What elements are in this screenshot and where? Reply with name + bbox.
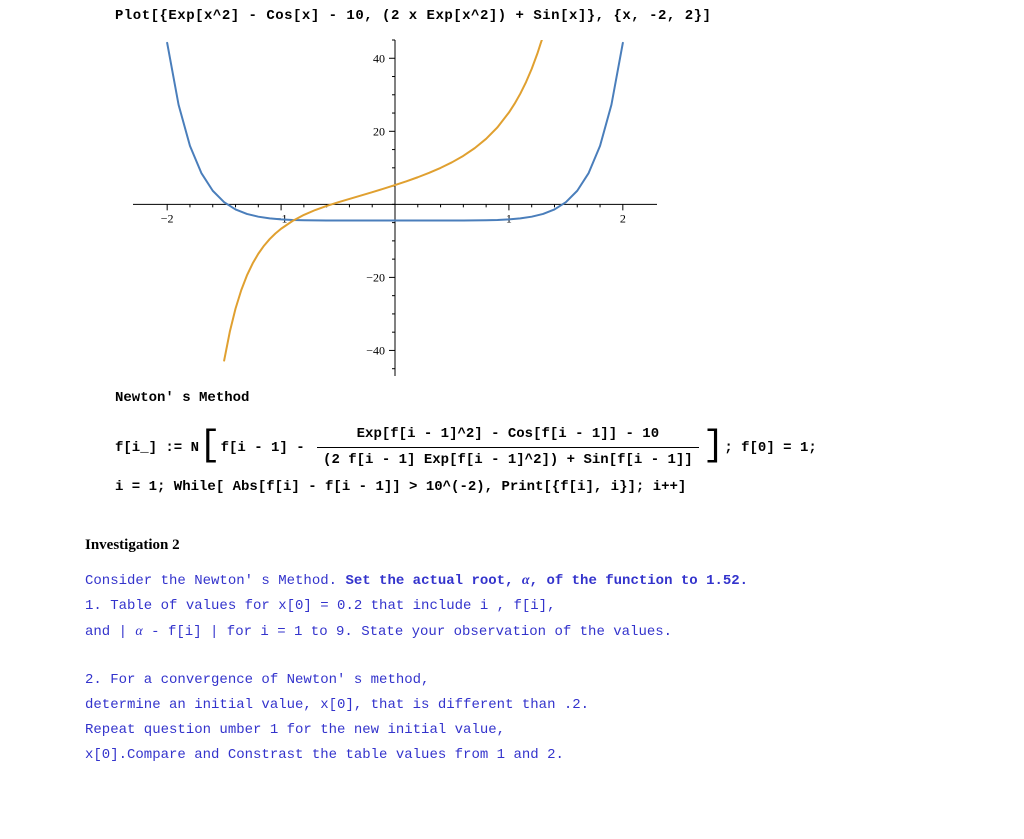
plot-svg: −2−112−40−202040 [115, 30, 675, 386]
inv-q1-line1: 1. Table of values for x[0] = 0.2 that i… [85, 594, 939, 619]
investigation-body: Consider the Newton' s Method. Set the a… [85, 568, 939, 768]
newton-lhs: f[i_] := N [115, 440, 199, 456]
inv-q2-block: 2. For a convergence of Newton' s method… [85, 668, 939, 769]
big-bracket-left: [ [199, 428, 221, 464]
plot-command-code: Plot[{Exp[x^2] - Cos[x] - 10, (2 x Exp[x… [115, 8, 939, 24]
svg-text:40: 40 [373, 51, 385, 65]
investigation-heading: Investigation 2 [85, 537, 939, 554]
newton-formula-line2: i = 1; While[ Abs[f[i] - f[i - 1]] > 10^… [115, 479, 939, 495]
svg-text:20: 20 [373, 124, 385, 138]
inv-q1-b-post: - f[i] | for i = 1 to 9. State your obse… [143, 624, 672, 640]
newton-after: ; f[0] = 1; [724, 440, 816, 456]
function-plot: −2−112−40−202040 [115, 30, 675, 386]
inv-q2-line2: determine an initial value, x[0], that i… [85, 693, 939, 718]
big-bracket-right: ] [703, 428, 725, 464]
inv-sentence-1: Consider the Newton' s Method. Set the a… [85, 568, 939, 594]
inv-q1-line2: and | α - f[i] | for i = 1 to 9. State y… [85, 619, 939, 645]
inv-q1-b-pre: and | [85, 624, 135, 640]
inv-s1-c: , of the function to 1.52. [530, 573, 748, 589]
inv-q2-line4: x[0].Compare and Constrast the table val… [85, 743, 939, 768]
newton-fraction: Exp[f[i - 1]^2] - Cos[f[i - 1]] - 10(2 f… [317, 424, 699, 471]
svg-text:−2: −2 [161, 211, 174, 225]
svg-text:2: 2 [620, 211, 626, 225]
newton-method-heading: Newton' s Method [115, 390, 939, 406]
newton-frac-numerator: Exp[f[i - 1]^2] - Cos[f[i - 1]] - 10 [317, 424, 699, 448]
svg-text:−40: −40 [366, 343, 385, 357]
newton-frac-denominator: (2 f[i - 1] Exp[f[i - 1]^2]) + Sin[f[i -… [317, 448, 699, 471]
inv-q2-line1: 2. For a convergence of Newton' s method… [85, 668, 939, 693]
newton-formula-line1: f[i_] := N[f[i - 1] - Exp[f[i - 1]^2] - … [115, 424, 939, 471]
inv-q2-line3: Repeat question umber 1 for the new init… [85, 718, 939, 743]
inv-s1-b: Set the actual root, [345, 573, 521, 589]
alpha-symbol-2: α [135, 624, 142, 639]
inv-s1-a: Consider the Newton' s Method. [85, 573, 345, 589]
newton-bracket-lead: f[i - 1] - [221, 440, 313, 456]
alpha-symbol-1: α [522, 573, 530, 588]
svg-text:−20: −20 [366, 270, 385, 284]
